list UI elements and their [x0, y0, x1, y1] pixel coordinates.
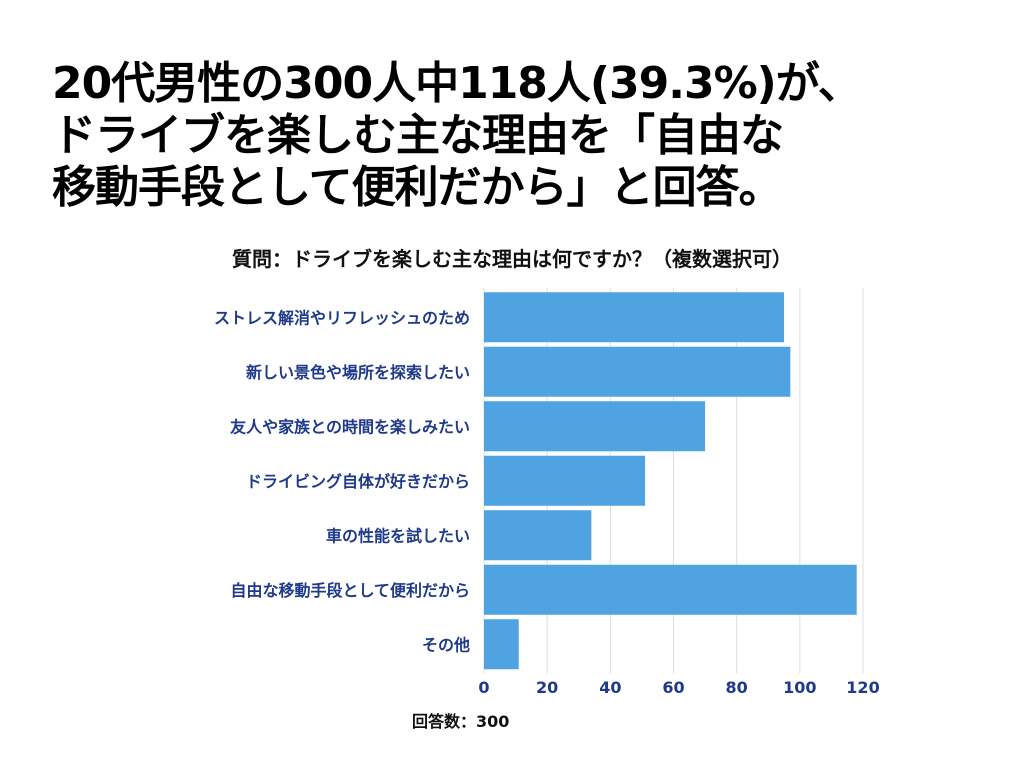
- category-label-0: ストレス解消やリフレッシュのため: [214, 308, 470, 327]
- category-label-5: 自由な移動手段として便利だから: [230, 581, 470, 600]
- category-label-6: その他: [422, 635, 470, 654]
- x-tick-label-4: 80: [726, 678, 748, 697]
- category-label-1: 新しい景色や場所を探索したい: [246, 363, 470, 382]
- x-tick-label-2: 40: [599, 678, 621, 697]
- x-tick-label-3: 60: [662, 678, 684, 697]
- x-tick-label-6: 120: [846, 678, 879, 697]
- x-tick-label-0: 0: [478, 678, 489, 697]
- bar-0: [484, 292, 785, 343]
- bar-5: [484, 564, 857, 615]
- headline: 20代男性の300人中118人(39.3%)が、 ドライブを楽しむ主な理由を「自…: [52, 58, 992, 214]
- bar-1: [484, 346, 791, 397]
- headline-line-3: 移動手段として便利だから」と回答。: [52, 162, 783, 213]
- category-label-2: 友人や家族との時間を楽しみたい: [230, 417, 470, 436]
- bar-6: [484, 619, 519, 670]
- x-tick-label-5: 100: [783, 678, 816, 697]
- headline-line-2: ドライブを楽しむ主な理由を「自由な: [52, 110, 784, 161]
- category-label-4: 車の性能を試したい: [326, 526, 470, 545]
- category-label-3: ドライビング自体が好きだから: [246, 472, 470, 491]
- headline-line-1: 20代男性の300人中118人(39.3%)が、: [52, 58, 862, 109]
- chart-title: 質問：ドライブを楽しむ主な理由は何ですか？（複数選択可）: [232, 247, 792, 271]
- bar-2: [484, 401, 706, 452]
- bar-4: [484, 510, 592, 561]
- x-tick-label-1: 20: [536, 678, 558, 697]
- respondent-count: 回答数：300: [412, 712, 510, 731]
- bar-3: [484, 455, 646, 506]
